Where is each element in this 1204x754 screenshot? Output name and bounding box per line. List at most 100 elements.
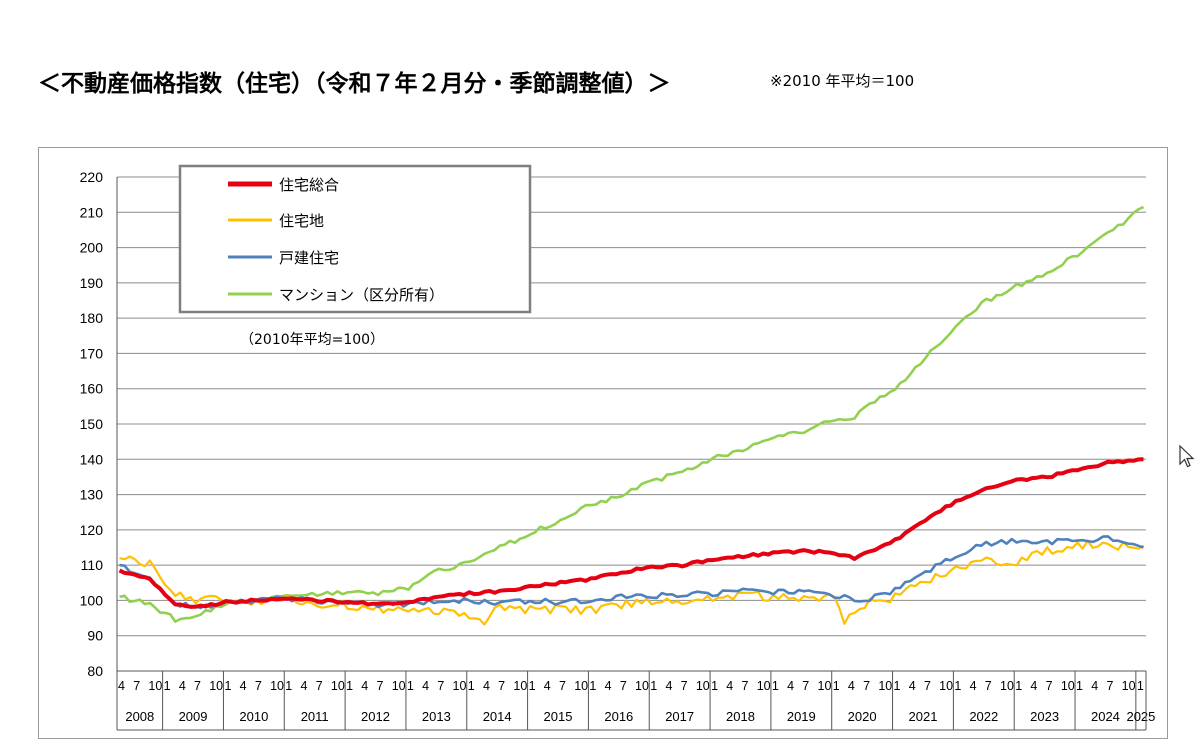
- x-year-label: 2022: [969, 709, 998, 724]
- x-month-label: 1: [468, 679, 475, 693]
- x-year-label: 2023: [1030, 709, 1059, 724]
- x-month-label: 4: [1091, 679, 1098, 693]
- x-year-label: 2014: [483, 709, 512, 724]
- x-month-label: 7: [316, 679, 323, 693]
- x-month-label: 10: [696, 679, 710, 693]
- x-month-label: 10: [818, 679, 832, 693]
- legend-label: 住宅総合: [279, 176, 339, 194]
- gridlines: [116, 176, 1146, 672]
- x-month-label: 7: [255, 679, 262, 693]
- x-month-label: 4: [909, 679, 916, 693]
- x-month-label: 7: [437, 679, 444, 693]
- y-tick-label: 190: [80, 275, 104, 291]
- x-month-label: 10: [1061, 679, 1075, 693]
- base-year-note: ※2010 年平均＝100: [770, 72, 915, 90]
- x-month-label: 1: [285, 679, 292, 693]
- mouse-cursor-icon: [1179, 444, 1195, 468]
- x-month-label: 1: [164, 679, 171, 693]
- x-year-label: 2020: [848, 709, 877, 724]
- y-tick-label: 210: [80, 204, 104, 220]
- x-year-label: 2018: [726, 709, 755, 724]
- x-month-label: 7: [802, 679, 809, 693]
- x-month-label: 4: [240, 679, 247, 693]
- x-month-label: 10: [939, 679, 953, 693]
- x-month-label: 1: [346, 679, 353, 693]
- x-month-label: 7: [498, 679, 505, 693]
- x-month-label: 4: [787, 679, 794, 693]
- x-month-label: 10: [513, 679, 527, 693]
- x-year-label: 2016: [604, 709, 633, 724]
- y-axis-ticks: 80 90 100 110 120 130 140 150 160 170 180 190 200 210…: [80, 169, 104, 679]
- y-tick-label: 180: [80, 310, 104, 326]
- x-year-label: 2010: [239, 709, 268, 724]
- x-month-label: 1: [954, 679, 961, 693]
- x-year-label: 2009: [179, 709, 208, 724]
- legend-label: 住宅地: [279, 212, 324, 230]
- x-month-label: 7: [559, 679, 566, 693]
- x-year-label: 2011: [301, 709, 329, 724]
- x-month-label: 10: [331, 679, 345, 693]
- x-month-label: 7: [1046, 679, 1053, 693]
- x-month-label: 7: [985, 679, 992, 693]
- x-month-label: 7: [924, 679, 931, 693]
- y-tick-label: 160: [80, 381, 104, 397]
- x-month-label: 4: [726, 679, 733, 693]
- x-month-label: 4: [361, 679, 368, 693]
- x-month-label: 4: [422, 679, 429, 693]
- legend-label: マンション（区分所有）: [279, 286, 444, 304]
- x-month-label: 7: [194, 679, 201, 693]
- x-month-label: 10: [148, 679, 162, 693]
- x-month-label: 1: [407, 679, 414, 693]
- y-tick-label: 170: [80, 345, 104, 361]
- x-year-label: 2025: [1126, 709, 1155, 724]
- x-year-label: 2015: [544, 709, 573, 724]
- chart-frame: [38, 147, 1168, 739]
- y-tick-label: 150: [80, 416, 104, 432]
- x-year-label: 2021: [909, 709, 938, 724]
- x-month-label: 4: [1030, 679, 1037, 693]
- x-month-label: 4: [544, 679, 551, 693]
- x-month-label: 1: [833, 679, 840, 693]
- x-month-label: 4: [848, 679, 855, 693]
- y-tick-label: 140: [80, 451, 104, 467]
- chart-title: ＜不動産価格指数（住宅）（令和７年２月分・季節調整値）＞: [38, 71, 671, 97]
- series-line: [118, 457, 1144, 609]
- x-year-label: 2012: [361, 709, 390, 724]
- unit-label: （2010年平均=100）: [240, 332, 384, 348]
- x-month-label: 10: [878, 679, 892, 693]
- x-month-label: 10: [392, 679, 406, 693]
- x-month-label: 4: [665, 679, 672, 693]
- legend-label: 戸建住宅: [279, 249, 339, 267]
- x-month-label: 4: [300, 679, 307, 693]
- x-month-label: 4: [605, 679, 612, 693]
- x-month-label: 1: [711, 679, 718, 693]
- x-year-label: 2024: [1091, 709, 1120, 724]
- y-tick-label: 80: [87, 663, 103, 679]
- x-month-label: 10: [453, 679, 467, 693]
- x-month-label: 7: [133, 679, 140, 693]
- x-month-label: 10: [635, 679, 649, 693]
- x-month-label: 10: [209, 679, 223, 693]
- x-year-label: 2008: [125, 709, 154, 724]
- y-tick-label: 200: [80, 240, 104, 256]
- x-month-label: 4: [483, 679, 490, 693]
- series-lines: [118, 205, 1145, 626]
- y-tick-label: 110: [81, 557, 104, 573]
- y-tick-label: 130: [80, 487, 104, 503]
- x-month-label: 4: [118, 679, 125, 693]
- x-axis: 2008 2009 2010 2011 2012 2013 2014 2015 2016 2017…: [116, 671, 1155, 731]
- x-month-label: 1: [1015, 679, 1022, 693]
- unit-label-group: （2010年平均=100）: [232, 328, 436, 350]
- x-month-label: 7: [377, 679, 384, 693]
- x-year-label: 2017: [665, 709, 694, 724]
- x-month-label: 1: [650, 679, 657, 693]
- x-month-label: 1: [589, 679, 596, 693]
- x-month-label: 1: [894, 679, 901, 693]
- series-line: [119, 539, 1145, 626]
- x-month-label: 1: [529, 679, 536, 693]
- x-month-label: 1: [1076, 679, 1083, 693]
- x-month-label: 7: [681, 679, 688, 693]
- x-month-label: 7: [741, 679, 748, 693]
